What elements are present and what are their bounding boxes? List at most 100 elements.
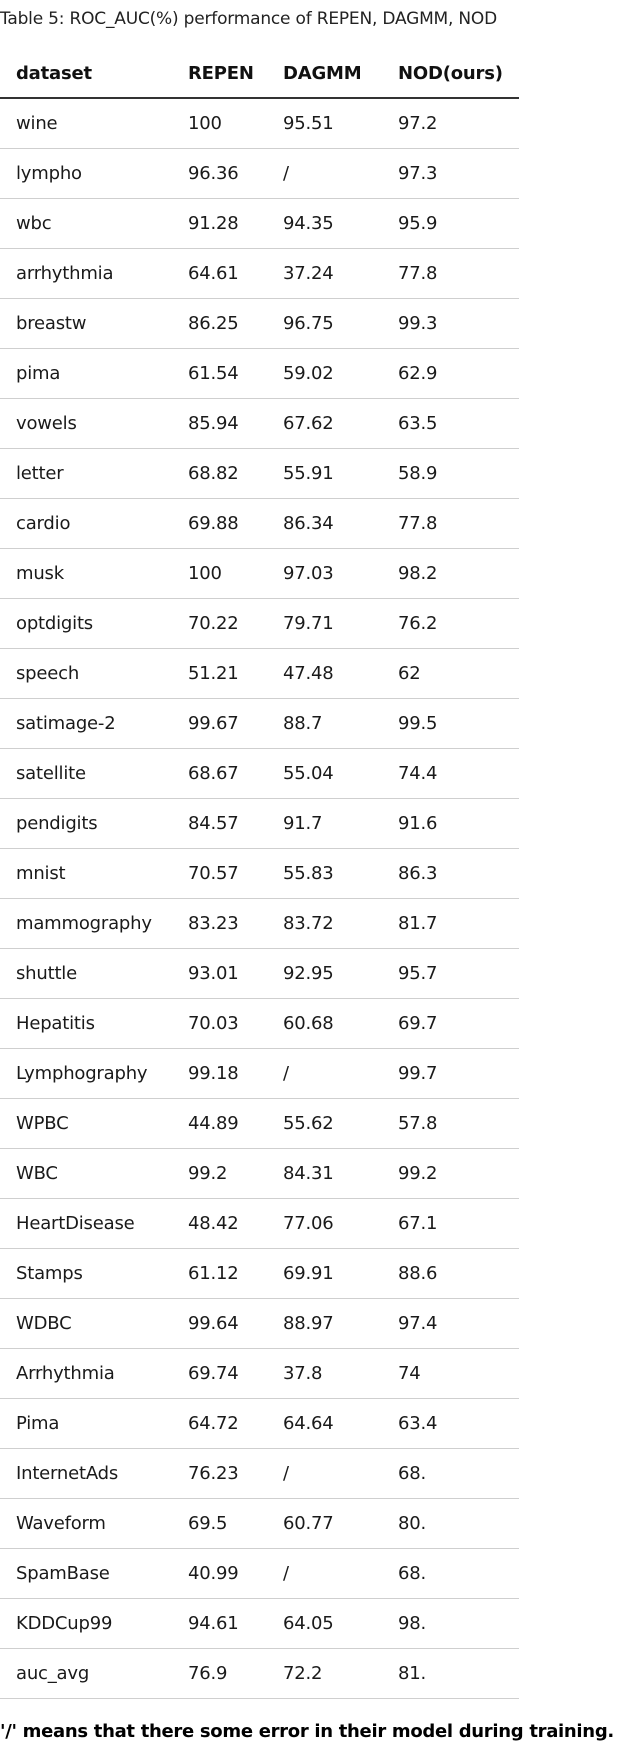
cell-dataset: WPBC	[0, 1098, 172, 1149]
cell-repen: 76.23	[172, 1448, 267, 1499]
cell-dataset: HeartDisease	[0, 1198, 172, 1249]
cell-dagmm: 59.02	[267, 348, 382, 399]
cell-nod: 74	[382, 1348, 519, 1399]
cell-dataset: InternetAds	[0, 1448, 172, 1499]
table-row: pima 61.54 59.02 62.9	[0, 348, 519, 399]
cell-nod: 77.8	[382, 248, 519, 299]
cell-repen: 100	[172, 548, 267, 599]
cell-repen: 93.01	[172, 948, 267, 999]
table-row: mammography 83.23 83.72 81.7	[0, 898, 519, 949]
cell-dagmm: 96.75	[267, 298, 382, 349]
cell-repen: 69.5	[172, 1498, 267, 1549]
cell-dataset: lympho	[0, 148, 172, 199]
cell-repen: 61.12	[172, 1248, 267, 1299]
cell-dataset: KDDCup99	[0, 1598, 172, 1649]
cell-dataset: wbc	[0, 198, 172, 249]
cell-dataset: Hepatitis	[0, 998, 172, 1049]
table-header: dataset REPEN DAGMM NOD(ours)	[0, 50, 519, 99]
cell-nod: 88.6	[382, 1248, 519, 1299]
cell-dagmm: 72.2	[267, 1648, 382, 1699]
table-row: letter 68.82 55.91 58.9	[0, 448, 519, 499]
footnote: '/' means that there some error in their…	[0, 1721, 614, 1742]
cell-dataset: cardio	[0, 498, 172, 549]
cell-dagmm: 64.64	[267, 1398, 382, 1449]
table-body: wine 100 95.51 97.2 lympho 96.36/97.3 wbc 91.28…	[0, 98, 519, 1699]
cell-repen: 91.28	[172, 198, 267, 249]
table-row: shuttle 93.01 92.95 95.7	[0, 948, 519, 999]
cell-dataset: WDBC	[0, 1298, 172, 1349]
cell-dagmm: 47.48	[267, 648, 382, 699]
cell-dataset: Arrhythmia	[0, 1348, 172, 1399]
cell-dataset: Pima	[0, 1398, 172, 1449]
cell-dagmm: 55.91	[267, 448, 382, 499]
cell-nod: 58.9	[382, 448, 519, 499]
cell-dataset: mnist	[0, 848, 172, 899]
table-row: WPBC 44.89 55.62 57.8	[0, 1098, 519, 1149]
cell-nod: 95.7	[382, 948, 519, 999]
cell-dagmm: 55.04	[267, 748, 382, 799]
table-row: satimage-2 99.67 88.7 99.5	[0, 698, 519, 749]
table-row: satellite 68.67 55.04 74.4	[0, 748, 519, 799]
cell-repen: 61.54	[172, 348, 267, 399]
cell-dataset: letter	[0, 448, 172, 499]
cell-dagmm: 88.97	[267, 1298, 382, 1349]
cell-dagmm: /	[267, 148, 382, 199]
cell-dagmm: /	[267, 1548, 382, 1599]
cell-nod: 98.	[382, 1598, 519, 1649]
cell-repen: 99.67	[172, 698, 267, 749]
cell-nod: 76.2	[382, 598, 519, 649]
cell-nod: 99.2	[382, 1148, 519, 1199]
cell-repen: 99.18	[172, 1048, 267, 1099]
table-row: Lymphography 99.18/99.7	[0, 1048, 519, 1099]
cell-nod: 99.5	[382, 698, 519, 749]
cell-dataset: musk	[0, 548, 172, 599]
table-row: vowels 85.94 67.62 63.5	[0, 398, 519, 449]
cell-dagmm: 92.95	[267, 948, 382, 999]
table-row: arrhythmia 64.61 37.24 77.8	[0, 248, 519, 299]
cell-dataset: satimage-2	[0, 698, 172, 749]
cell-nod: 67.1	[382, 1198, 519, 1249]
table-row: mnist 70.57 55.83 86.3	[0, 848, 519, 899]
table-row: breastw 86.25 96.75 99.3	[0, 298, 519, 349]
cell-nod: 77.8	[382, 498, 519, 549]
cell-dagmm: 60.77	[267, 1498, 382, 1549]
cell-nod: 97.2	[382, 98, 519, 149]
table-row: WBC 99.2 84.31 99.2	[0, 1148, 519, 1199]
cell-repen: 86.25	[172, 298, 267, 349]
header-dataset: dataset	[0, 50, 172, 99]
cell-dataset: WBC	[0, 1148, 172, 1199]
cell-dagmm: 77.06	[267, 1198, 382, 1249]
table-caption: Table 5: ROC_AUC(%) performance of REPEN…	[0, 9, 498, 29]
cell-dataset: Lymphography	[0, 1048, 172, 1099]
cell-nod: 99.3	[382, 298, 519, 349]
cell-dataset: auc_avg	[0, 1648, 172, 1699]
cell-dagmm: 69.91	[267, 1248, 382, 1299]
cell-dataset: vowels	[0, 398, 172, 449]
cell-dagmm: 55.62	[267, 1098, 382, 1149]
cell-repen: 69.74	[172, 1348, 267, 1399]
cell-dagmm: /	[267, 1448, 382, 1499]
cell-nod: 91.6	[382, 798, 519, 849]
header-row: dataset REPEN DAGMM NOD(ours)	[0, 50, 519, 99]
cell-nod: 81.7	[382, 898, 519, 949]
cell-repen: 70.22	[172, 598, 267, 649]
cell-dataset: wine	[0, 98, 172, 149]
header-nod: NOD(ours)	[382, 50, 519, 99]
cell-repen: 68.82	[172, 448, 267, 499]
table-row: wbc 91.28 94.35 95.9	[0, 198, 519, 249]
cell-nod: 74.4	[382, 748, 519, 799]
cell-dagmm: 64.05	[267, 1598, 382, 1649]
cell-nod: 69.7	[382, 998, 519, 1049]
cell-repen: 69.88	[172, 498, 267, 549]
table-row: InternetAds 76.23/68.	[0, 1448, 519, 1499]
table-row: HeartDisease 48.42 77.06 67.1	[0, 1198, 519, 1249]
cell-repen: 48.42	[172, 1198, 267, 1249]
table-row: cardio 69.88 86.34 77.8	[0, 498, 519, 549]
cell-dagmm: 86.34	[267, 498, 382, 549]
cell-dagmm: 37.24	[267, 248, 382, 299]
header-dagmm: DAGMM	[267, 50, 382, 99]
cell-dataset: shuttle	[0, 948, 172, 999]
cell-nod: 98.2	[382, 548, 519, 599]
cell-dataset: Stamps	[0, 1248, 172, 1299]
cell-nod: 62.9	[382, 348, 519, 399]
